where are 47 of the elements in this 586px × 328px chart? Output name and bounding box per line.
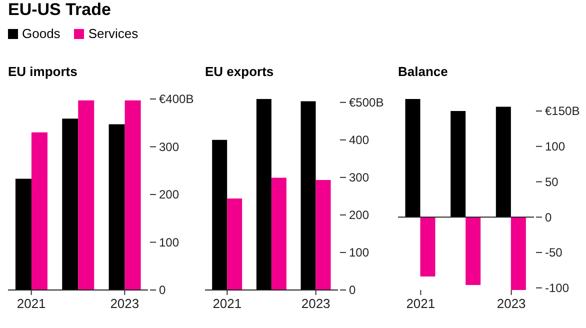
x-tick-label: 2021	[406, 296, 436, 311]
x-tick-label: 2023	[496, 296, 526, 311]
y-tick-label: 200	[349, 208, 370, 222]
bar	[496, 106, 511, 218]
y-tick-label: 0	[545, 210, 552, 224]
bar	[78, 100, 94, 290]
bar	[227, 198, 242, 290]
y-tick-label: 300	[349, 170, 370, 185]
y-tick-label: -100	[545, 281, 570, 296]
y-tick-label: 50	[545, 174, 559, 189]
bar	[405, 99, 420, 218]
chart-subtitle: EU exports	[205, 64, 274, 79]
bar	[420, 217, 436, 277]
y-tick-label: 200	[159, 188, 180, 202]
x-tick-label: 2023	[110, 296, 140, 311]
x-tick-label: 2021	[16, 296, 46, 311]
bar	[450, 111, 466, 218]
legend-label: Services	[87, 26, 138, 41]
y-tick-label: €150B	[545, 104, 580, 118]
y-tick-label: 300	[159, 140, 180, 154]
bar	[124, 100, 141, 290]
y-tick-label: 100	[545, 140, 566, 154]
y-tick-label: €500B	[349, 96, 384, 110]
bar	[316, 180, 331, 290]
bar	[31, 132, 48, 290]
y-tick-label: -50	[545, 246, 563, 260]
bar	[15, 178, 32, 290]
bar	[510, 217, 526, 290]
y-tick-label: 0	[349, 283, 356, 298]
y-tick-label: 100	[349, 246, 370, 260]
x-tick-label: 2021	[212, 296, 242, 311]
legend-label: Goods	[21, 26, 60, 41]
bar	[466, 217, 481, 286]
chart-title: EU-US Trade	[8, 0, 111, 20]
y-tick-label: 0	[159, 283, 166, 298]
x-tick-label: 2023	[301, 296, 330, 311]
y-tick-label: 100	[159, 235, 180, 250]
bar	[271, 178, 286, 290]
bar	[300, 101, 316, 290]
bar	[108, 124, 125, 290]
bar	[256, 99, 272, 290]
bar	[212, 140, 228, 290]
chart-subtitle: Balance	[398, 64, 448, 79]
bar	[62, 118, 78, 290]
y-tick-label: €400B	[159, 92, 194, 106]
chart-subtitle: EU imports	[8, 64, 78, 79]
y-tick-label: 400	[349, 133, 370, 148]
